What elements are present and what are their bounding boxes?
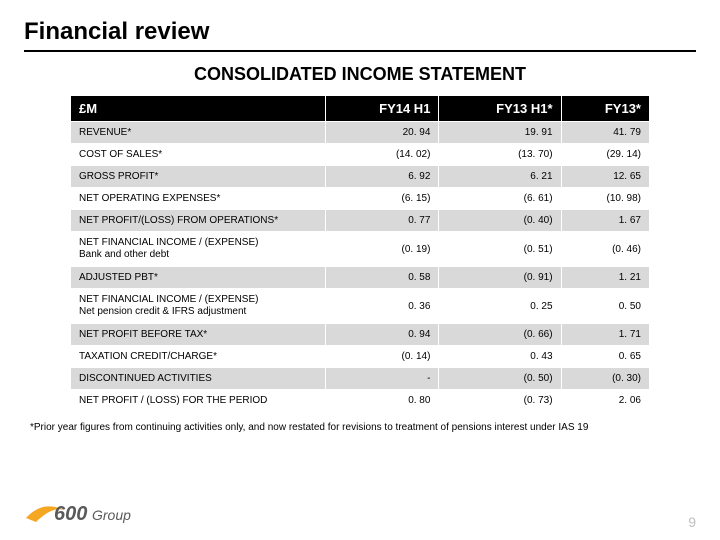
row-value: (29. 14)	[561, 144, 649, 166]
col-header: FY13*	[561, 96, 649, 122]
row-value: (0. 66)	[439, 324, 561, 346]
row-value: 0. 65	[561, 346, 649, 368]
page-title: Financial review	[24, 18, 696, 52]
row-value: 6. 21	[439, 166, 561, 188]
logo-group-text: Group	[92, 507, 131, 523]
row-value: 1. 67	[561, 210, 649, 232]
row-label: REVENUE*	[71, 122, 326, 144]
row-value: 0. 36	[325, 289, 439, 324]
row-value: 1. 71	[561, 324, 649, 346]
row-value: (0. 51)	[439, 232, 561, 267]
row-label: NET PROFIT / (LOSS) FOR THE PERIOD	[71, 390, 326, 412]
row-value: (0. 50)	[439, 368, 561, 390]
row-label: NET PROFIT/(LOSS) FROM OPERATIONS*	[71, 210, 326, 232]
table-row: TAXATION CREDIT/CHARGE*(0. 14)0. 430. 65	[71, 346, 650, 368]
currency-header: £M	[71, 96, 326, 122]
row-value: 41. 79	[561, 122, 649, 144]
table-row: GROSS PROFIT*6. 926. 2112. 65	[71, 166, 650, 188]
table-row: NET PROFIT BEFORE TAX*0. 94(0. 66)1. 71	[71, 324, 650, 346]
row-value: 19. 91	[439, 122, 561, 144]
subtitle: CONSOLIDATED INCOME STATEMENT	[24, 64, 696, 85]
row-label: ADJUSTED PBT*	[71, 267, 326, 289]
row-label: NET PROFIT BEFORE TAX*	[71, 324, 326, 346]
logo-600-text: 600	[54, 503, 87, 525]
row-value: 0. 50	[561, 289, 649, 324]
row-label: COST OF SALES*	[71, 144, 326, 166]
row-value: 0. 77	[325, 210, 439, 232]
row-label: NET OPERATING EXPENSES*	[71, 188, 326, 210]
table-row: DISCONTINUED ACTIVITIES-(0. 50)(0. 30)	[71, 368, 650, 390]
row-value: 2. 06	[561, 390, 649, 412]
table-row: NET PROFIT/(LOSS) FROM OPERATIONS*0. 77(…	[71, 210, 650, 232]
row-value: (14. 02)	[325, 144, 439, 166]
row-value: (0. 30)	[561, 368, 649, 390]
row-value: 1. 21	[561, 267, 649, 289]
row-value: 6. 92	[325, 166, 439, 188]
table-row: NET PROFIT / (LOSS) FOR THE PERIOD0. 80(…	[71, 390, 650, 412]
row-value: (13. 70)	[439, 144, 561, 166]
row-label: GROSS PROFIT*	[71, 166, 326, 188]
table-row: REVENUE*20. 9419. 9141. 79	[71, 122, 650, 144]
row-value: (10. 98)	[561, 188, 649, 210]
row-label: TAXATION CREDIT/CHARGE*	[71, 346, 326, 368]
company-logo: 600 Group	[24, 496, 134, 530]
table-row: NET OPERATING EXPENSES*(6. 15)(6. 61)(10…	[71, 188, 650, 210]
col-header: FY13 H1*	[439, 96, 561, 122]
income-statement-table: £M FY14 H1 FY13 H1* FY13* REVENUE*20. 94…	[70, 95, 650, 412]
row-value: (0. 40)	[439, 210, 561, 232]
row-value: -	[325, 368, 439, 390]
row-value: (6. 61)	[439, 188, 561, 210]
table-header-row: £M FY14 H1 FY13 H1* FY13*	[71, 96, 650, 122]
row-value: 20. 94	[325, 122, 439, 144]
row-value: (0. 73)	[439, 390, 561, 412]
row-value: 0. 80	[325, 390, 439, 412]
row-value: 0. 94	[325, 324, 439, 346]
row-value: (0. 91)	[439, 267, 561, 289]
row-label: NET FINANCIAL INCOME / (EXPENSE)Net pens…	[71, 289, 326, 324]
row-value: 0. 43	[439, 346, 561, 368]
row-label: DISCONTINUED ACTIVITIES	[71, 368, 326, 390]
row-label: NET FINANCIAL INCOME / (EXPENSE)Bank and…	[71, 232, 326, 267]
footnote: *Prior year figures from continuing acti…	[30, 422, 696, 433]
footer: 600 Group 9	[24, 496, 696, 530]
row-value: 0. 25	[439, 289, 561, 324]
table-row: NET FINANCIAL INCOME / (EXPENSE)Net pens…	[71, 289, 650, 324]
row-value: 12. 65	[561, 166, 649, 188]
row-value: (0. 19)	[325, 232, 439, 267]
table-row: NET FINANCIAL INCOME / (EXPENSE)Bank and…	[71, 232, 650, 267]
row-value: (6. 15)	[325, 188, 439, 210]
page-number: 9	[688, 514, 696, 530]
table-row: ADJUSTED PBT*0. 58(0. 91)1. 21	[71, 267, 650, 289]
table-row: COST OF SALES*(14. 02)(13. 70)(29. 14)	[71, 144, 650, 166]
row-value: (0. 46)	[561, 232, 649, 267]
logo-svg: 600 Group	[24, 496, 134, 530]
col-header: FY14 H1	[325, 96, 439, 122]
row-value: 0. 58	[325, 267, 439, 289]
row-value: (0. 14)	[325, 346, 439, 368]
